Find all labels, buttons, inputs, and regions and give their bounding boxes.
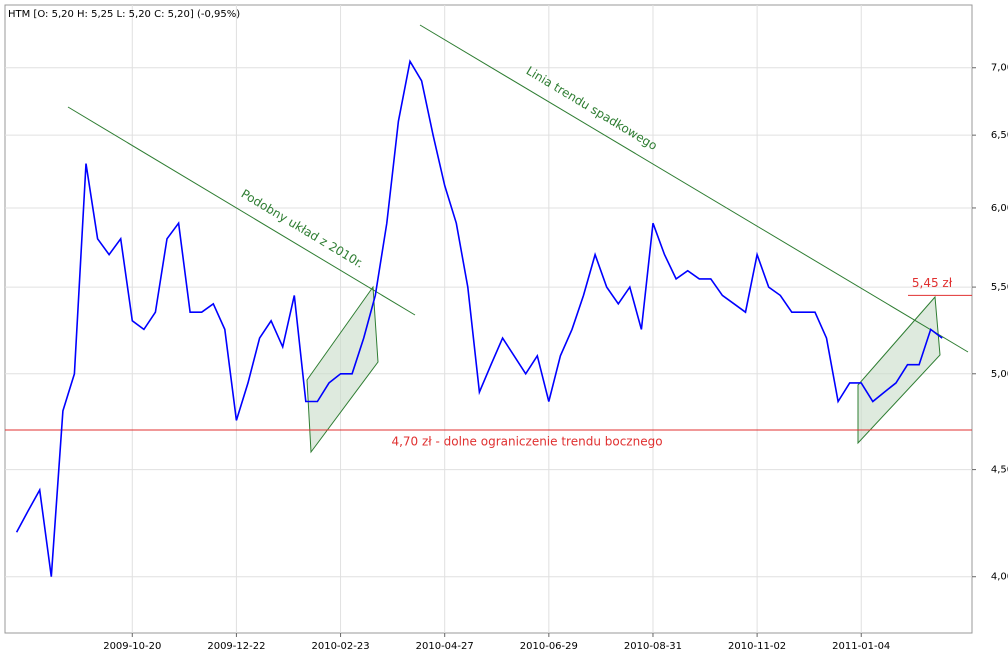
y-tick-label: 4,50 bbox=[991, 465, 1008, 476]
levels: 4,70 zł - dolne ograniczenie trendu bocz… bbox=[5, 276, 972, 449]
y-tick-label: 7,00 bbox=[991, 63, 1008, 74]
level-label: 4,70 zł - dolne ograniczenie trendu bocz… bbox=[391, 435, 662, 449]
trend-line bbox=[67, 106, 416, 316]
price-line bbox=[15, 59, 943, 577]
x-tick-label: 2010-08-31 bbox=[624, 641, 682, 652]
x-tick-label: 2010-11-02 bbox=[728, 641, 786, 652]
x-tick-label: 2009-10-20 bbox=[103, 641, 161, 652]
x-tick-label: 2010-04-27 bbox=[416, 641, 474, 652]
grid bbox=[5, 5, 972, 633]
y-tick-label: 4,00 bbox=[991, 572, 1008, 583]
series bbox=[15, 59, 943, 577]
x-tick-label: 2010-02-23 bbox=[311, 641, 369, 652]
y-tick-label: 5,00 bbox=[991, 369, 1008, 380]
y-tick-label: 5,50 bbox=[991, 282, 1008, 293]
x-tick-label: 2009-12-22 bbox=[207, 641, 265, 652]
level-label: 5,45 zł bbox=[912, 276, 953, 290]
chart-title: HTM [O: 5,20 H: 5,25 L: 5,20 C: 5,20] (-… bbox=[8, 9, 240, 20]
x-tick-label: 2010-06-29 bbox=[520, 641, 578, 652]
y-tick-label: 6,50 bbox=[991, 130, 1008, 141]
trend-line bbox=[419, 24, 969, 353]
plot-area bbox=[4, 4, 973, 634]
channel bbox=[857, 295, 941, 445]
x-tick-label: 2011-01-04 bbox=[832, 641, 890, 652]
channel bbox=[306, 285, 379, 454]
y-tick-label: 6,00 bbox=[991, 203, 1008, 214]
